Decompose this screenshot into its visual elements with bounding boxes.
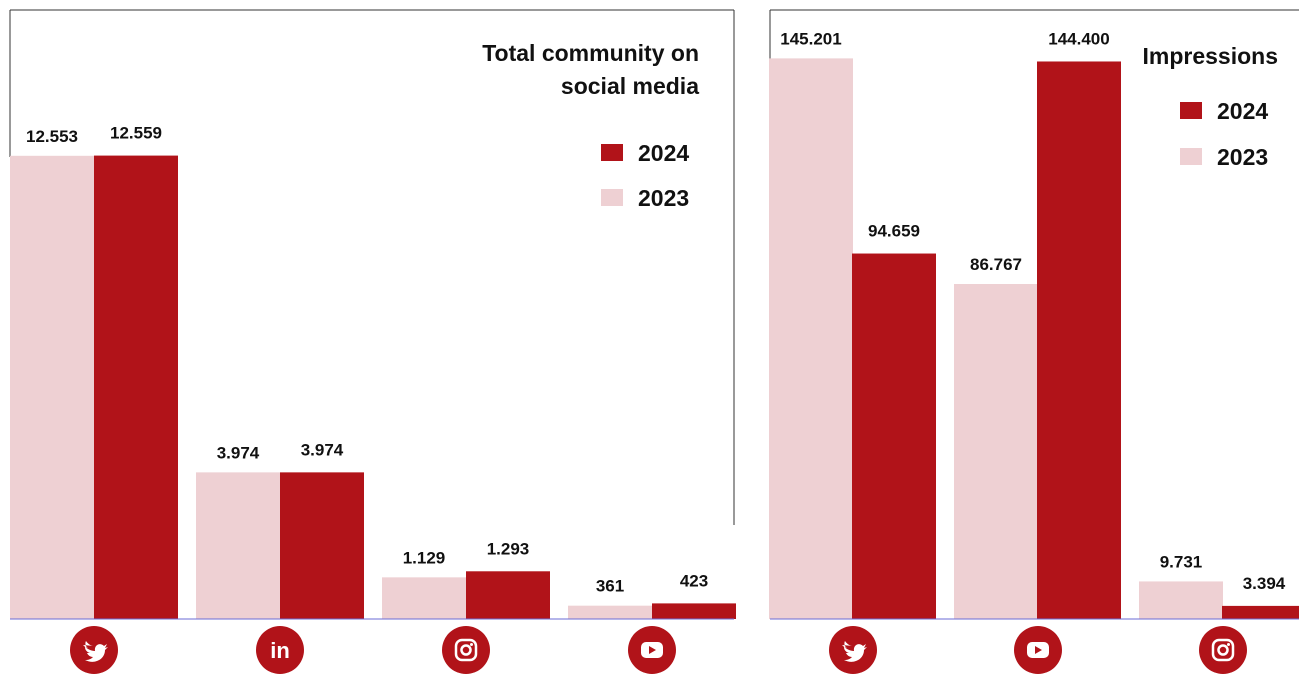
bar-2024-instagram bbox=[1222, 605, 1299, 619]
linkedin-icon-glyph: in bbox=[270, 638, 290, 663]
bar-2023-linkedin bbox=[196, 472, 280, 619]
legend-label-2024: 2024 bbox=[638, 140, 689, 166]
twitter-icon-circle bbox=[70, 626, 118, 674]
instagram-icon-circle bbox=[1199, 626, 1247, 674]
legend-label-2023: 2023 bbox=[1217, 144, 1268, 170]
bar-2024-youtube bbox=[1037, 61, 1121, 620]
value-label-2023-twitter: 145.201 bbox=[780, 29, 841, 48]
bar-2023-youtube bbox=[568, 605, 652, 619]
value-label-2024-twitter: 12.559 bbox=[110, 124, 162, 143]
instagram-icon-frame bbox=[454, 638, 478, 662]
instagram-icon bbox=[1199, 626, 1247, 674]
value-label-2024-instagram: 3.394 bbox=[1243, 574, 1286, 593]
value-label-2023-youtube: 361 bbox=[596, 577, 624, 596]
youtube-icon-play bbox=[1035, 646, 1042, 654]
bar-2023-youtube bbox=[954, 283, 1038, 619]
chart-title-line-2: social media bbox=[561, 73, 699, 99]
community-chart: 12.553 12.559 3.974 3.974 in 1.129 1.293 361 423… bbox=[9, 9, 736, 674]
instagram-icon-frame bbox=[1211, 638, 1235, 662]
twitter-icon-circle bbox=[829, 626, 877, 674]
value-label-2023-youtube: 86.767 bbox=[970, 255, 1022, 274]
legend-label-2024: 2024 bbox=[1217, 98, 1268, 124]
impressions-chart: 145.201 94.659 86.767 144.400 9.731 3.394 Impr… bbox=[769, 9, 1299, 674]
youtube-icon-play bbox=[649, 646, 656, 654]
value-label-2023-linkedin: 3.974 bbox=[217, 443, 260, 462]
linkedin-icon-circle bbox=[256, 626, 304, 674]
legend-swatch-2024 bbox=[601, 144, 623, 161]
chart-title-line-1: Total community on bbox=[482, 40, 699, 66]
value-label-2024-instagram: 1.293 bbox=[487, 539, 530, 558]
value-label-2023-instagram: 9.731 bbox=[1160, 552, 1203, 571]
instagram-icon-dot bbox=[470, 643, 473, 646]
legend-label-2023: 2023 bbox=[638, 185, 689, 211]
bar-2024-linkedin bbox=[280, 472, 364, 619]
linkedin-icon: in bbox=[256, 626, 304, 674]
value-label-2024-youtube: 144.400 bbox=[1048, 29, 1109, 48]
bar-2023-instagram bbox=[1139, 581, 1223, 619]
twitter-icon-glyph bbox=[83, 641, 108, 662]
twitter-icon-glyph bbox=[842, 641, 867, 662]
instagram-icon-lens bbox=[460, 644, 472, 656]
chart-title-line-1: Impressions bbox=[1143, 43, 1279, 69]
bar-2024-instagram bbox=[466, 571, 550, 619]
youtube-icon bbox=[628, 626, 676, 674]
bar-2023-twitter bbox=[769, 58, 853, 619]
legend-swatch-2023 bbox=[601, 189, 623, 206]
value-label-2024-youtube: 423 bbox=[680, 571, 708, 590]
legend-swatch-2023 bbox=[1180, 148, 1202, 165]
twitter-icon bbox=[70, 626, 118, 674]
legend-swatch-2024 bbox=[1180, 102, 1202, 119]
bar-2024-youtube bbox=[652, 603, 736, 619]
bar-2024-twitter bbox=[94, 155, 178, 619]
twitter-icon bbox=[829, 626, 877, 674]
value-label-2023-instagram: 1.129 bbox=[403, 548, 446, 567]
instagram-icon-dot bbox=[1227, 643, 1230, 646]
youtube-icon bbox=[1014, 626, 1062, 674]
bar-2024-twitter bbox=[852, 253, 936, 619]
bar-2023-instagram bbox=[382, 577, 466, 619]
value-label-2024-linkedin: 3.974 bbox=[301, 440, 344, 459]
instagram-icon-lens bbox=[1217, 644, 1229, 656]
instagram-icon-circle bbox=[442, 626, 490, 674]
value-label-2024-twitter: 94.659 bbox=[868, 222, 920, 241]
value-label-2023-twitter: 12.553 bbox=[26, 127, 78, 146]
bar-2023-twitter bbox=[10, 155, 94, 620]
instagram-icon bbox=[442, 626, 490, 674]
